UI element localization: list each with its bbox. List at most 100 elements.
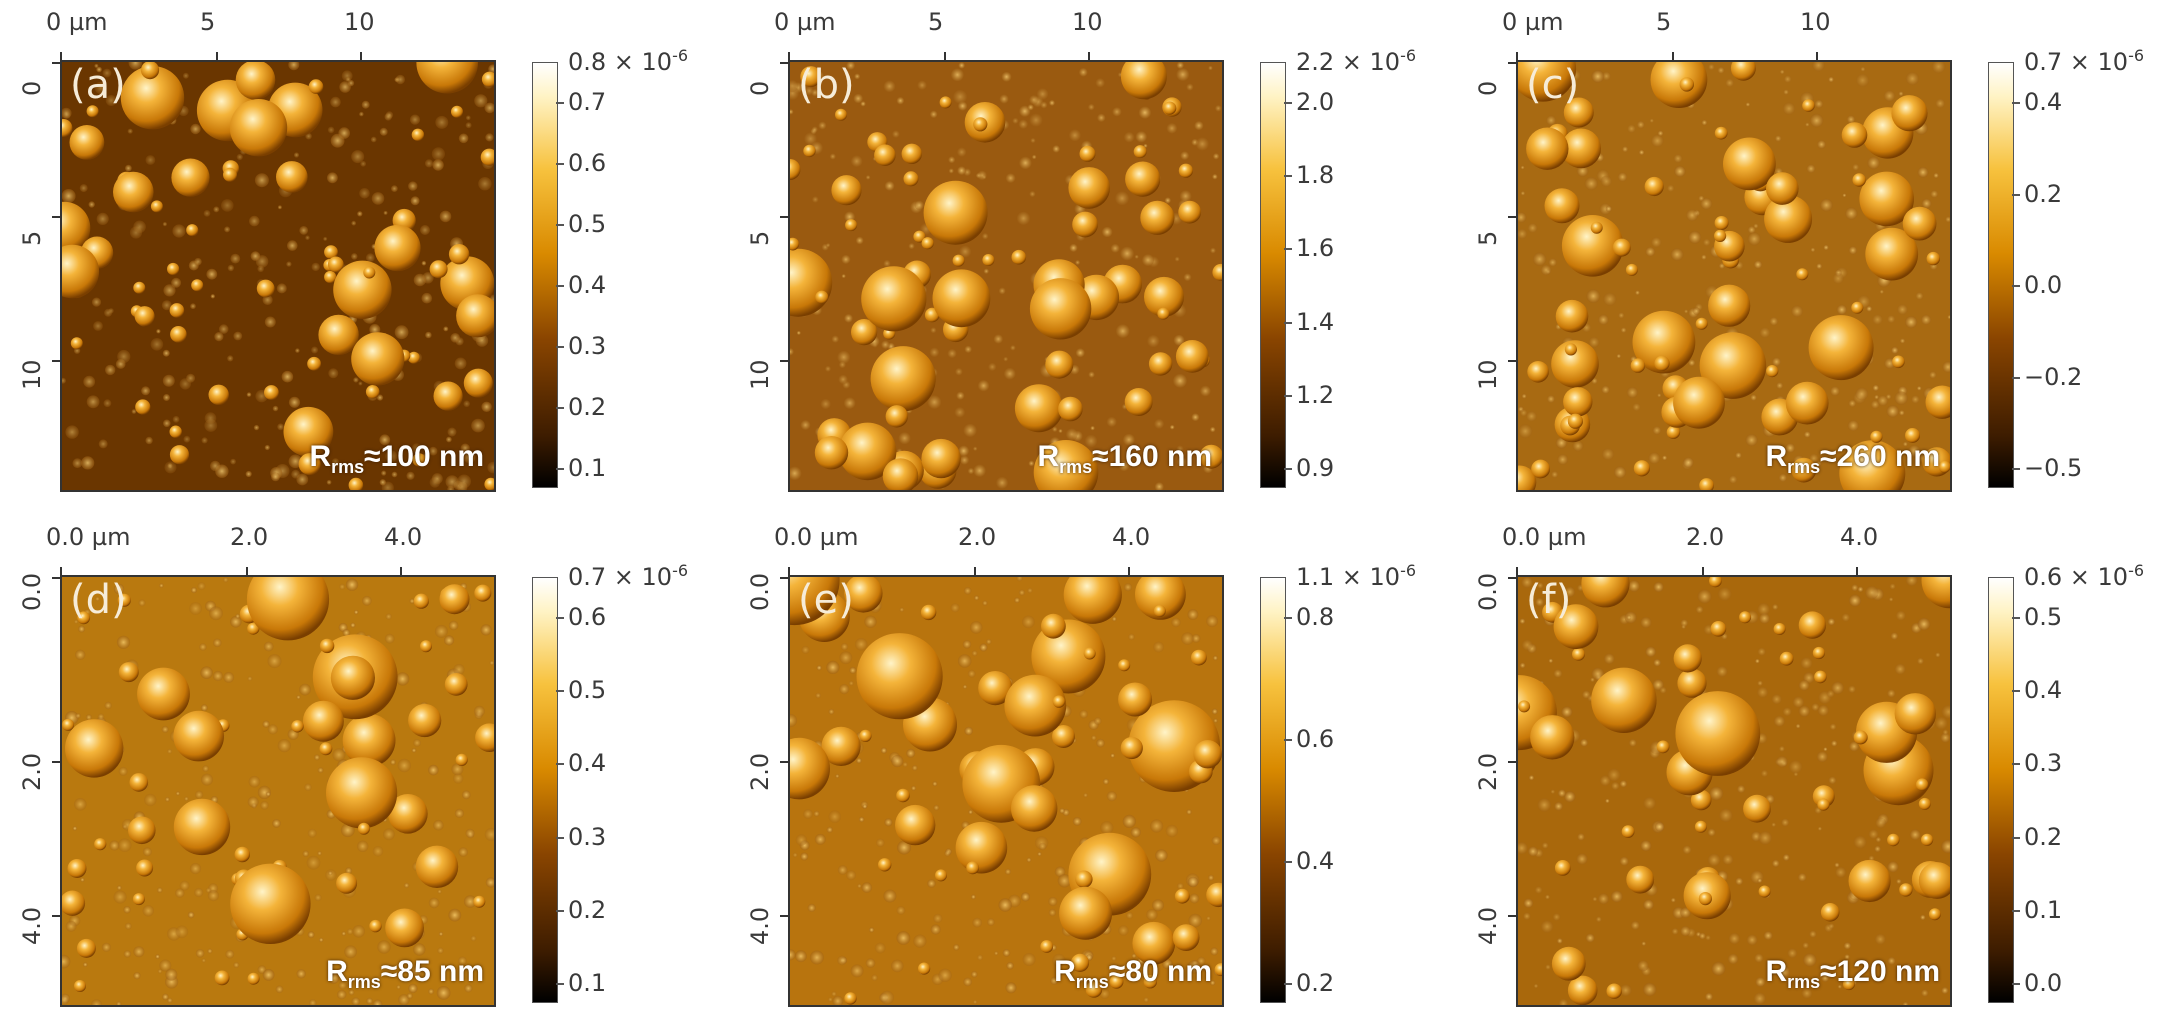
- color-bar-tick-label: 0.0: [2024, 969, 2063, 997]
- x-axis-tick-label: 5: [200, 8, 216, 36]
- afm-height-map: [788, 575, 1224, 1007]
- y-axis-tick-label: 2.0: [746, 752, 774, 791]
- y-axis-tick-label: 2.0: [18, 752, 46, 791]
- color-bar-tick-mark: [1284, 983, 1292, 985]
- x-axis-tick-label: 5: [928, 8, 944, 36]
- y-axis-tick-mark: [780, 360, 788, 362]
- x-axis-tick-label: 0.0 µm: [46, 523, 131, 551]
- color-bar-tick-label: 0.2: [568, 895, 607, 924]
- x-axis-tick-mark: [246, 567, 248, 575]
- color-bar-tick-label: 0.1: [2024, 895, 2063, 924]
- x-axis-tick-mark: [788, 52, 790, 60]
- color-bar-tick-label: 0.3: [568, 822, 607, 851]
- color-bar-tick-mark: [556, 346, 564, 348]
- rms-symbol: R: [1054, 955, 1076, 988]
- rms-value: ≈100 nm: [364, 440, 484, 473]
- color-bar-tick-label: 0.9: [1296, 454, 1335, 482]
- color-bar-tick-mark: [1284, 175, 1292, 178]
- x-axis-tick-mark: [360, 52, 362, 60]
- y-axis-tick-mark: [1508, 915, 1516, 917]
- x-axis-tick-mark: [788, 567, 790, 575]
- afm-height-map: [788, 60, 1224, 492]
- color-bar-tick-mark: [2012, 617, 2020, 619]
- color-bar-tick-label: 0.5: [568, 676, 607, 705]
- afm-panel: (b) Rrms≈160 nm 0 µm 5 10 0 5 10 2.2 × 10-6 2.0 1.…: [728, 0, 1448, 500]
- y-axis-tick-mark: [1508, 761, 1516, 763]
- x-axis-tick-label: 0 µm: [1502, 8, 1564, 36]
- color-bar-tick-mark: [556, 763, 564, 766]
- color-bar-max-label: 0.7 × 10-6: [568, 561, 689, 591]
- color-bar-tick-mark: [556, 836, 564, 839]
- rms-roughness-label: Rrms≈160 nm: [1037, 440, 1212, 478]
- y-axis-tick-label: 4.0: [18, 906, 46, 945]
- y-axis-tick-label: 0: [746, 80, 774, 96]
- color-bar-tick-label: 0.3: [568, 332, 607, 360]
- x-axis-tick-mark: [1856, 567, 1858, 575]
- color-bar-tick-label: 0.3: [2024, 749, 2063, 778]
- color-bar-tick-label: 0.6: [568, 149, 607, 177]
- color-bar-tick-mark: [556, 690, 564, 693]
- height-color-bar: [532, 577, 558, 1003]
- color-bar-tick-label: 1.4: [1296, 307, 1335, 336]
- color-bar-tick-label: −0.5: [2024, 454, 2083, 482]
- rms-roughness-label: Rrms≈260 nm: [1765, 440, 1940, 478]
- color-bar-max-label: 0.7 × 10-6: [2024, 46, 2145, 76]
- color-bar-tick-label: 0.7: [568, 88, 607, 116]
- color-bar-tick-mark: [2012, 193, 2020, 196]
- color-bar-tick-mark: [1284, 861, 1292, 863]
- x-axis-tick-label: 4.0: [1840, 523, 1879, 551]
- rms-subscript: rms: [347, 972, 381, 992]
- color-bar-tick-label: 0.0: [2024, 271, 2063, 299]
- color-bar-max-label: 1.1 × 10-6: [1296, 561, 1417, 591]
- panel-label: (c): [1526, 62, 1580, 108]
- color-bar-tick-mark: [1284, 248, 1292, 251]
- x-axis-tick-mark: [974, 567, 976, 575]
- color-bar-tick-label: 0.4: [2024, 88, 2063, 116]
- y-axis-tick-mark: [52, 577, 60, 579]
- rms-roughness-label: Rrms≈80 nm: [1054, 955, 1212, 993]
- x-axis-tick-mark: [944, 52, 946, 60]
- rms-symbol: R: [326, 955, 348, 988]
- x-axis-tick-label: 2.0: [1686, 523, 1725, 551]
- rms-roughness-label: Rrms≈100 nm: [309, 440, 484, 478]
- height-color-bar: [1260, 577, 1286, 1003]
- color-bar-tick-mark: [1284, 739, 1292, 741]
- color-bar-tick-label: 0.4: [568, 749, 607, 778]
- x-axis-tick-mark: [60, 52, 62, 60]
- y-axis-tick-label: 0.0: [746, 572, 774, 611]
- y-axis-tick-label: 10: [1474, 359, 1502, 390]
- y-axis-tick-mark: [52, 360, 60, 362]
- y-axis-tick-label: 5: [746, 230, 774, 246]
- panel-label: (b): [798, 62, 855, 108]
- color-bar-tick-label: 0.2: [2024, 179, 2063, 208]
- x-axis-tick-mark: [1088, 52, 1090, 60]
- color-bar-tick-label: 0.4: [568, 271, 607, 299]
- afm-height-map: [1516, 575, 1952, 1007]
- y-axis-tick-label: 4.0: [1474, 906, 1502, 945]
- x-axis-tick-label: 10: [1072, 8, 1103, 36]
- rms-subscript: rms: [331, 457, 365, 477]
- y-axis-tick-mark: [1508, 360, 1516, 362]
- y-axis-tick-mark: [1508, 577, 1516, 579]
- x-axis-tick-mark: [400, 567, 402, 575]
- color-bar-tick-mark: [556, 617, 564, 619]
- x-axis-tick-label: 4.0: [1112, 523, 1151, 551]
- x-axis-tick-mark: [60, 567, 62, 575]
- y-axis-tick-mark: [52, 62, 60, 64]
- y-axis-tick-label: 2.0: [1474, 752, 1502, 791]
- x-axis-tick-mark: [1516, 567, 1518, 575]
- rms-subscript: rms: [1787, 457, 1821, 477]
- color-bar-tick-mark: [2012, 468, 2020, 470]
- color-bar-tick-label: 0.1: [568, 969, 607, 997]
- color-bar-tick-label: 0.6: [1296, 725, 1335, 753]
- color-bar-tick-label: 0.4: [1296, 847, 1335, 875]
- color-bar-max-label: 2.2 × 10-6: [1296, 46, 1417, 76]
- y-axis-tick-label: 10: [18, 359, 46, 390]
- x-axis-tick-label: 0.0 µm: [774, 523, 859, 551]
- panel-label: (f): [1526, 577, 1572, 623]
- rms-subscript: rms: [1059, 457, 1093, 477]
- rms-subscript: rms: [1075, 972, 1109, 992]
- color-bar-tick-mark: [1284, 468, 1292, 470]
- color-bar-tick-mark: [1284, 394, 1292, 397]
- afm-height-map: [1516, 60, 1952, 492]
